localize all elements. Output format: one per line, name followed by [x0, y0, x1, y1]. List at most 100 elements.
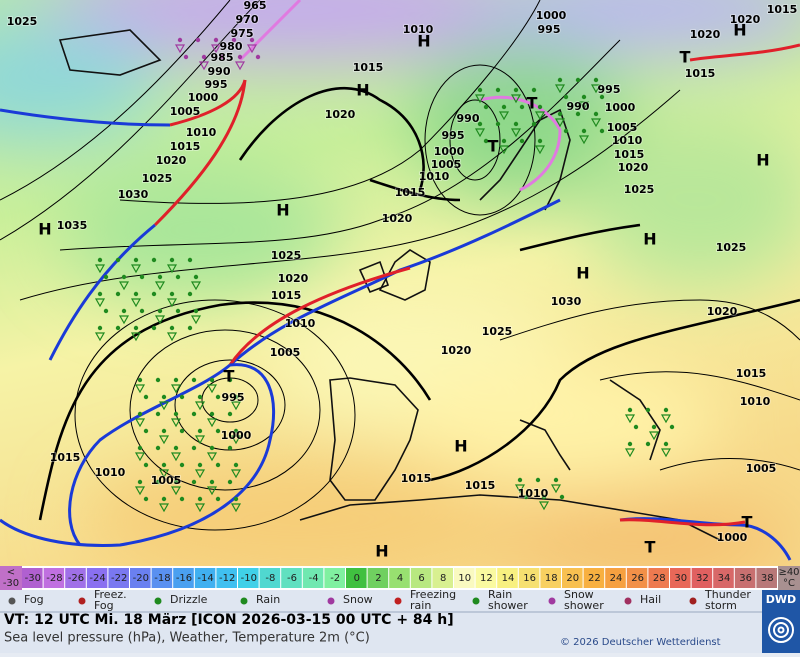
weather-legend-label: Snow — [343, 593, 373, 606]
weather-symbol — [157, 308, 163, 314]
weather-symbol — [498, 111, 510, 121]
weather-symbol — [531, 121, 537, 127]
pressure-label: 1020 — [707, 305, 738, 318]
weather-symbols — [94, 37, 675, 513]
scale-cell — [583, 568, 605, 588]
scale-cell — [389, 568, 410, 588]
weather-symbol — [663, 407, 669, 413]
weather-legend-icon — [154, 597, 162, 605]
weather-symbol — [115, 291, 121, 297]
weather-symbol — [155, 479, 161, 485]
pressure-label: 1000 — [605, 101, 636, 114]
weather-legend-label: Snow shower — [564, 588, 604, 612]
weather-symbol — [498, 145, 510, 155]
weather-symbol — [209, 377, 215, 383]
weather-symbol — [477, 87, 483, 93]
scale-label: 30 — [674, 573, 687, 584]
scale-label: 34 — [718, 573, 731, 584]
weather-symbol — [624, 414, 636, 424]
weather-symbol — [97, 325, 103, 331]
pressure-center: H — [643, 230, 656, 249]
weather-symbol — [581, 128, 587, 134]
weather-symbol — [209, 411, 215, 417]
weather-symbol — [190, 281, 202, 291]
weather-symbol — [134, 452, 146, 462]
weather-symbol — [170, 452, 182, 462]
scale-label: 16 — [523, 573, 536, 584]
weather-symbol — [230, 401, 242, 411]
pressure-label: 1020 — [690, 28, 721, 41]
scale-label: -30 — [3, 578, 19, 589]
weather-symbol — [554, 84, 566, 94]
weather-symbol — [219, 54, 225, 60]
weather-symbol — [627, 407, 633, 413]
pressure-label: 995 — [442, 129, 465, 142]
weather-symbol — [139, 308, 145, 314]
weather-symbol — [651, 424, 657, 430]
scale-label: ≥40 — [778, 567, 799, 578]
scale-label: -18 — [154, 573, 170, 584]
weather-legend: Fog Freez. Fog Drizzle Rain Snow Freezing rain R… — [8, 588, 751, 612]
scale-cell — [756, 568, 777, 588]
weather-symbol — [554, 118, 566, 128]
weather-symbol — [130, 332, 142, 342]
pressure-center: H — [576, 264, 589, 283]
weather-symbol — [537, 104, 543, 110]
weather-symbol — [103, 308, 109, 314]
weather-symbol — [194, 401, 206, 411]
weather-legend-icon — [78, 597, 86, 605]
weather-legend-label: Rain shower — [488, 588, 528, 612]
pressure-label: 1020 — [382, 212, 413, 225]
scale-label: 2 — [375, 573, 381, 584]
weather-legend-label: Thunder storm — [704, 588, 751, 612]
pressure-label: 990 — [567, 100, 590, 113]
weather-symbol — [510, 94, 522, 104]
scale-label: -6 — [287, 573, 297, 584]
scale-cell — [497, 568, 518, 588]
weather-legend-label: Rain — [256, 593, 280, 606]
weather-symbol — [130, 298, 142, 308]
pressure-label: 1020 — [278, 272, 309, 285]
weather-symbol — [179, 394, 185, 400]
scale-label: 38 — [761, 573, 774, 584]
pressure-label: 1010 — [612, 134, 643, 147]
weather-symbol — [557, 77, 563, 83]
weather-symbol — [660, 448, 672, 458]
pressure-label: 1025 — [7, 15, 38, 28]
pressure-label: 1015 — [465, 479, 496, 492]
weather-symbol — [230, 503, 242, 513]
pressure-label: 995 — [222, 391, 245, 404]
weather-legend-icon — [689, 597, 697, 605]
weather-symbol — [599, 128, 605, 134]
weather-symbol — [474, 94, 486, 104]
weather-symbol — [143, 428, 149, 434]
weather-symbol — [174, 44, 186, 54]
weather-symbol — [158, 503, 170, 513]
pressure-center: H — [733, 21, 746, 40]
scale-cell — [65, 568, 86, 588]
weather-symbol — [227, 479, 233, 485]
pressure-center: H — [375, 542, 388, 561]
scale-label: -28 — [46, 573, 62, 584]
weather-symbol — [227, 411, 233, 417]
pressure-label: 995 — [598, 83, 621, 96]
weather-symbol — [169, 291, 175, 297]
pressure-label: 1010 — [285, 317, 316, 330]
weather-symbol — [161, 394, 167, 400]
weather-symbol — [538, 501, 550, 511]
pressure-center: H — [276, 201, 289, 220]
weather-symbol — [559, 494, 565, 500]
scale-cell — [562, 568, 583, 588]
pressure-center: T — [645, 538, 656, 557]
pressure-center: H — [356, 81, 369, 100]
weather-symbol — [206, 452, 218, 462]
copyright: © 2026 Deutscher Wetterdienst — [560, 637, 721, 648]
thick-isobars — [38, 86, 800, 521]
pressure-label: 995 — [538, 23, 561, 36]
scale-label: < — [7, 567, 15, 578]
weather-symbol — [230, 435, 242, 445]
weather-symbol — [627, 441, 633, 447]
weather-symbol — [553, 477, 559, 483]
weather-symbol — [179, 496, 185, 502]
weather-symbol — [155, 411, 161, 417]
